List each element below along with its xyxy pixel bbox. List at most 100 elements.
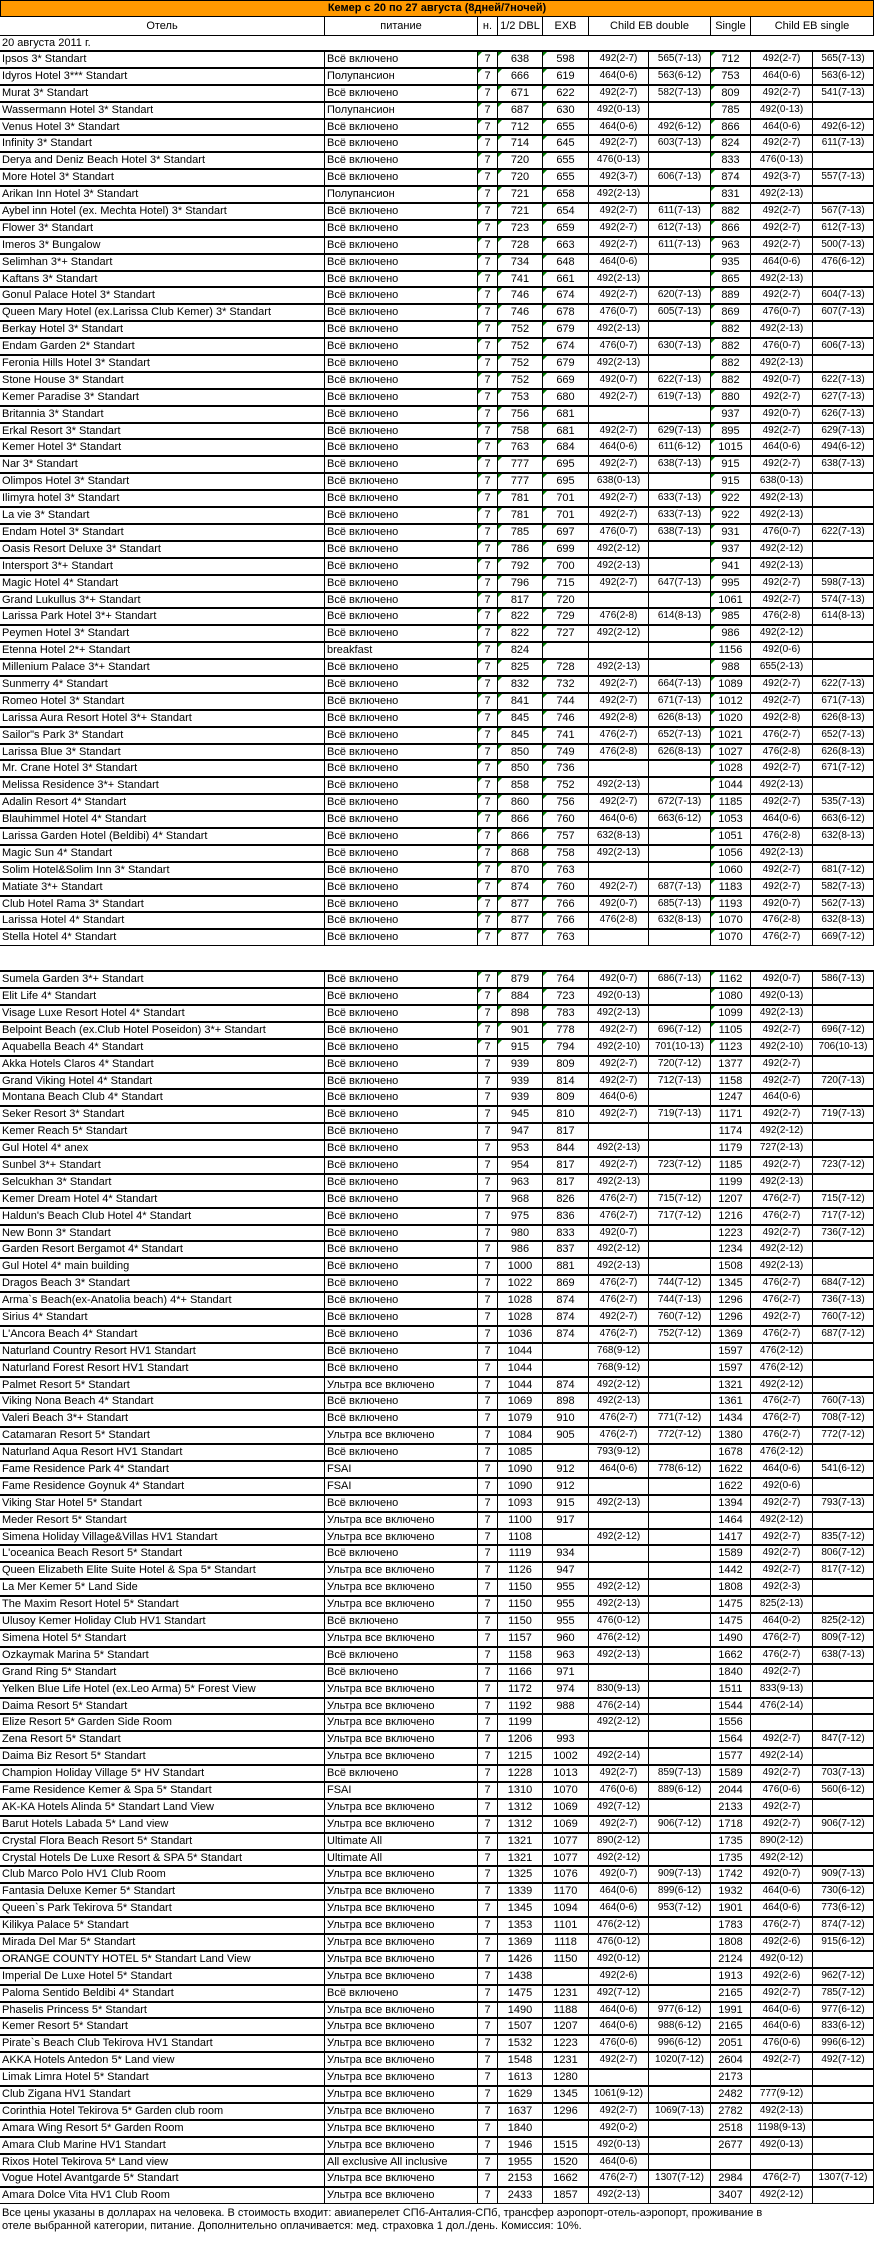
child-single-1: 492(2-8): [751, 710, 813, 726]
table-row: Larissa Aura Resort Hotel 3*+ Standart Вс…: [0, 708, 874, 726]
meal-plan: Всё включено: [325, 778, 478, 794]
child-single-1: 655(2-13): [751, 660, 813, 675]
price-exb: 684: [543, 440, 589, 456]
hotel-name: Limak Limra Hotel 5* Standart: [0, 2070, 325, 2085]
child-single-2: 736(7-12): [813, 1225, 874, 1241]
child-single-1: 476(0-6): [751, 2036, 813, 2052]
child-double-2: [649, 778, 711, 794]
child-single-2: [813, 1090, 874, 1106]
child-double-2: 752(7-12): [649, 1326, 711, 1342]
price-single: 1162: [711, 972, 751, 988]
hotel-name: Fame Residence Park 4* Standart: [0, 1462, 325, 1477]
table-row: Valeri Beach 3*+ Standart Всё включено 7 10…: [0, 1409, 874, 1427]
price-single: 1508: [711, 1259, 751, 1275]
table-row: Larissa Park Hotel 3*+ Standart Всё включ…: [0, 607, 874, 625]
child-single-2: [813, 2120, 874, 2136]
hotel-name: Zena Resort 5* Standart: [0, 1732, 325, 1748]
child-single-1: 492(2-7): [751, 693, 813, 709]
child-single-1: 638(0-13): [751, 474, 813, 490]
nights: 7: [478, 828, 498, 844]
price-half-dbl: 953: [498, 1141, 543, 1156]
table-row: Erkal Resort 3* Standart Всё включено 7 758…: [0, 421, 874, 439]
hotel-name: Feronia Hills Hotel 3* Standart: [0, 356, 325, 371]
col-hotel: Отель: [0, 17, 325, 35]
child-double-1: 476(2-7): [589, 1276, 649, 1292]
price-single: 2165: [711, 2019, 751, 2035]
meal-plan: Ультра все включено: [325, 1580, 478, 1596]
child-double-1: 492(2-12): [589, 1242, 649, 1258]
nights: 7: [478, 1428, 498, 1444]
child-double-2: 629(7-13): [649, 423, 711, 439]
meal-plan: Всё включено: [325, 305, 478, 321]
meal-plan: Всё включено: [325, 710, 478, 726]
meal-plan: Ультра все включено: [325, 2103, 478, 2119]
child-single-2: 638(7-13): [813, 1647, 874, 1663]
price-single: 1808: [711, 1580, 751, 1596]
price-single: 712: [711, 52, 751, 67]
child-single-1: 476(2-7): [751, 2171, 813, 2187]
table-row: Naturland Forest Resort HV1 Standart Всё …: [0, 1358, 874, 1376]
table-row: Selcukhan 3* Standart Всё включено 7 963 817…: [0, 1172, 874, 1190]
child-single-2: [813, 1174, 874, 1190]
child-double-2: [649, 153, 711, 169]
price-single: 1321: [711, 1377, 751, 1393]
meal-plan: Ultimate All: [325, 1850, 478, 1866]
meal-plan: Всё включено: [325, 119, 478, 135]
table-row: Kilikya Palace 5* Standart Ультра все вкл…: [0, 1916, 874, 1933]
meal-plan: Всё включено: [325, 1766, 478, 1781]
child-double-2: 720(7-12): [649, 1056, 711, 1072]
price-half-dbl: 824: [498, 643, 543, 659]
price-half-dbl: 832: [498, 676, 543, 692]
price-single: 937: [711, 406, 751, 422]
child-double-2: [649, 1512, 711, 1528]
child-single-1: 492(2-7): [751, 1732, 813, 1748]
child-single-1: 1198(9-13): [751, 2120, 813, 2136]
price-half-dbl: 1321: [498, 1833, 543, 1849]
nights: 7: [478, 1326, 498, 1342]
price-half-dbl: 860: [498, 795, 543, 811]
child-single-2: 793(7-13): [813, 1495, 874, 1511]
nights: 7: [478, 136, 498, 152]
child-single-1: 492(2-12): [751, 1124, 813, 1140]
price-single: 882: [711, 322, 751, 338]
price-half-dbl: 898: [498, 1005, 543, 1021]
child-single-2: [813, 2188, 874, 2204]
price-table-body: Ipsos 3* Standart Всё включено 7 638 598 492(…: [0, 50, 874, 2205]
price-half-dbl: 877: [498, 896, 543, 912]
meal-plan: Всё включено: [325, 254, 478, 270]
table-row: Visage Luxe Resort Hotel 4* Standart Всё …: [0, 1003, 874, 1021]
price-half-dbl: 666: [498, 68, 543, 84]
child-double-1: 476(2-7): [589, 2171, 649, 2187]
nights: 7: [478, 1343, 498, 1359]
meal-plan: Всё включено: [325, 1225, 478, 1241]
price-exb: 679: [543, 356, 589, 371]
price-single: 753: [711, 68, 751, 84]
table-row: Club Zigana HV1 Standart Ультра все включ…: [0, 2084, 874, 2102]
hotel-name: Palmet Resort 5* Standart: [0, 1377, 325, 1393]
table-row: Fame Residence Park 4* Standart FSAI 7 1090…: [0, 1460, 874, 1477]
child-single-2: [813, 1124, 874, 1140]
child-single-2: 760(7-13): [813, 1394, 874, 1410]
price-single: 1589: [711, 1766, 751, 1781]
table-row: Palmet Resort 5* Standart Ультра все вклю…: [0, 1375, 874, 1393]
child-double-2: [649, 1698, 711, 1714]
child-double-1: 476(2-8): [589, 913, 649, 929]
child-double-1: [589, 1512, 649, 1528]
nights: 7: [478, 879, 498, 895]
meal-plan: Всё включено: [325, 558, 478, 574]
price-exb: 674: [543, 339, 589, 355]
nights: 7: [478, 1580, 498, 1596]
child-double-2: [649, 1749, 711, 1765]
child-single-2: 663(6-12): [813, 812, 874, 827]
child-double-2: 603(7-13): [649, 136, 711, 152]
child-double-2: [649, 2188, 711, 2204]
child-single-2: 681(7-12): [813, 862, 874, 878]
price-half-dbl: 1490: [498, 2002, 543, 2018]
table-row: Naturland Aqua Resort HV1 Standart Всё вк…: [0, 1443, 874, 1461]
hotel-name: Larissa Blue 3* Standart: [0, 744, 325, 760]
child-double-2: 909(7-13): [649, 1867, 711, 1883]
child-double-1: 492(0-13): [589, 102, 649, 118]
child-double-2: [649, 2154, 711, 2170]
price-half-dbl: 858: [498, 778, 543, 794]
price-half-dbl: 1310: [498, 1782, 543, 1798]
